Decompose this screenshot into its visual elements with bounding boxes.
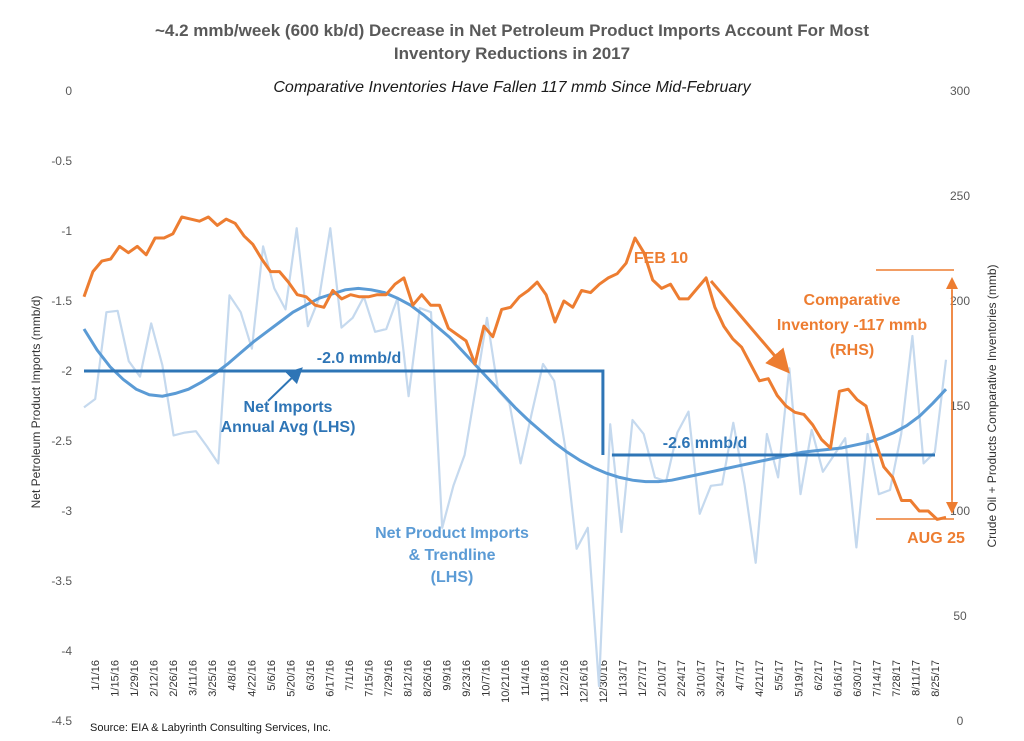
x-tick-label: 4/21/17 <box>754 660 766 697</box>
series-net-product-imports-line <box>83 227 948 688</box>
x-tick-label: 9/23/16 <box>461 660 473 697</box>
series-annual-avg-line <box>84 369 935 457</box>
x-tick-label: 1/15/16 <box>110 660 122 697</box>
x-tick-label: 8/11/17 <box>910 660 922 696</box>
x-tick-label: 3/25/16 <box>207 660 219 697</box>
x-tick-label: 5/19/17 <box>793 660 805 697</box>
x-tick-label: 3/11/16 <box>188 660 200 696</box>
x-tick-label: 8/12/16 <box>403 660 415 697</box>
annotation-comparative-inventory: Comparative Inventory -117 mmb (RHS) <box>777 292 928 359</box>
y-left-tick-label: -4 <box>61 644 72 658</box>
arrow-feb10-trend <box>709 280 790 374</box>
y-left-tick-label: -3.5 <box>51 574 72 588</box>
x-tick-label: 11/4/16 <box>520 660 532 696</box>
y-right-tick-label: 300 <box>950 84 970 98</box>
annotation-layer: -2.0 mmb/d Net Imports Annual Avg (LHS) -2.… <box>221 250 965 586</box>
y-right-tick-label: 200 <box>950 294 970 308</box>
x-tick-label: 5/20/16 <box>285 660 297 697</box>
y-right-tick-label: 0 <box>957 714 964 728</box>
x-tick-label: 10/7/16 <box>481 660 493 697</box>
x-tick-label: 5/5/17 <box>774 660 786 691</box>
x-tick-label: 8/25/17 <box>930 660 942 697</box>
x-tick-label: 9/9/16 <box>442 660 454 691</box>
y-left-axis-label: Net Petroleum Product Imports (mmb/d) <box>29 296 43 509</box>
x-tick-label: 7/1/16 <box>344 660 356 691</box>
chart-subtitle: Comparative Inventories Have Fallen 117 … <box>273 79 751 96</box>
x-tick-label: 2/10/17 <box>657 660 669 697</box>
annotation-net-product-imports: Net Product Imports & Trendline (LHS) <box>375 525 529 586</box>
y-right-tick-label: 250 <box>950 189 970 203</box>
y-right-tick-label: 50 <box>953 609 967 623</box>
y-left-tick-label: -3 <box>61 504 72 518</box>
x-tick-label: 12/30/16 <box>598 660 610 703</box>
annotation-minus-2-6: -2.6 mmb/d <box>663 435 747 452</box>
x-tick-label: 7/29/16 <box>383 660 395 697</box>
series-trendline <box>82 286 948 484</box>
chart-title-line-1: ~4.2 mmb/week (600 kb/d) Decrease in Net… <box>154 21 870 40</box>
x-tick-label: 4/22/16 <box>246 660 258 697</box>
x-tick-label: 3/24/17 <box>715 660 727 697</box>
x-tick-label: 2/24/17 <box>676 660 688 697</box>
y-left-tick-label: -1 <box>61 224 72 238</box>
y-left-tick-label: -4.5 <box>51 714 72 728</box>
annotation-minus-2-0: -2.0 mmb/d <box>317 350 401 367</box>
y-axis-left: 0 -0.5 -1 -1.5 -2 -2.5 -3 -3.5 -4 -4.5 Net Petrole… <box>29 84 72 728</box>
x-tick-label: 7/14/17 <box>871 660 883 697</box>
x-tick-label: 5/6/16 <box>266 660 278 691</box>
annotation-feb-10: FEB 10 <box>634 250 688 267</box>
series-comparative-inventory-line <box>82 215 947 521</box>
x-tick-label: 11/18/16 <box>539 660 551 702</box>
x-tick-label: 4/7/17 <box>735 660 747 691</box>
y-left-tick-label: 0 <box>65 84 72 98</box>
x-tick-label: 12/16/16 <box>578 660 590 703</box>
annotation-net-imports-annual-avg: Net Imports Annual Avg (LHS) <box>221 399 356 436</box>
source-note: Source: EIA & Labyrinth Consulting Servi… <box>90 722 331 734</box>
y-left-tick-label: -2 <box>61 364 72 378</box>
series-layer <box>82 215 948 688</box>
x-tick-label: 6/16/17 <box>832 660 844 697</box>
y-right-tick-label: 150 <box>950 399 970 413</box>
x-tick-label: 1/13/17 <box>617 660 629 697</box>
x-tick-label: 6/3/16 <box>305 660 317 691</box>
x-tick-label: 12/2/16 <box>559 660 571 697</box>
x-tick-label: 3/10/17 <box>696 660 708 697</box>
x-tick-label: 8/26/16 <box>422 660 434 697</box>
y-right-axis-label: Crude Oil + Products Comparative Invento… <box>985 264 999 547</box>
chart-title-line-2: Inventory Reductions in 2017 <box>393 44 631 63</box>
arrow-annual-avg <box>267 367 303 402</box>
x-tick-label: 7/15/16 <box>363 660 375 697</box>
x-axis: 1/1/16 1/15/16 1/29/16 2/12/16 2/26/16 3/11/1… <box>90 660 942 703</box>
x-tick-label: 10/21/16 <box>500 660 512 703</box>
x-tick-label: 6/2/17 <box>813 660 825 691</box>
x-tick-label: 6/17/16 <box>324 660 336 697</box>
x-tick-label: 1/29/16 <box>129 660 141 697</box>
y-left-tick-label: -0.5 <box>51 154 72 168</box>
y-right-tick-label: 100 <box>950 504 970 518</box>
annotation-aug-25: AUG 25 <box>907 530 965 547</box>
x-tick-label: 4/8/16 <box>227 660 239 691</box>
x-tick-label: 1/27/17 <box>637 660 649 697</box>
y-left-tick-label: -2.5 <box>51 434 72 448</box>
x-tick-label: 1/1/16 <box>90 660 102 691</box>
x-tick-label: 7/28/17 <box>891 660 903 697</box>
y-axis-right: 0 50 100 150 200 250 300 Crude Oil + Products C… <box>950 84 999 728</box>
y-left-tick-label: -1.5 <box>51 294 72 308</box>
x-tick-label: 6/30/17 <box>852 660 864 697</box>
x-tick-label: 2/26/16 <box>168 660 180 697</box>
x-tick-label: 2/12/16 <box>149 660 161 697</box>
